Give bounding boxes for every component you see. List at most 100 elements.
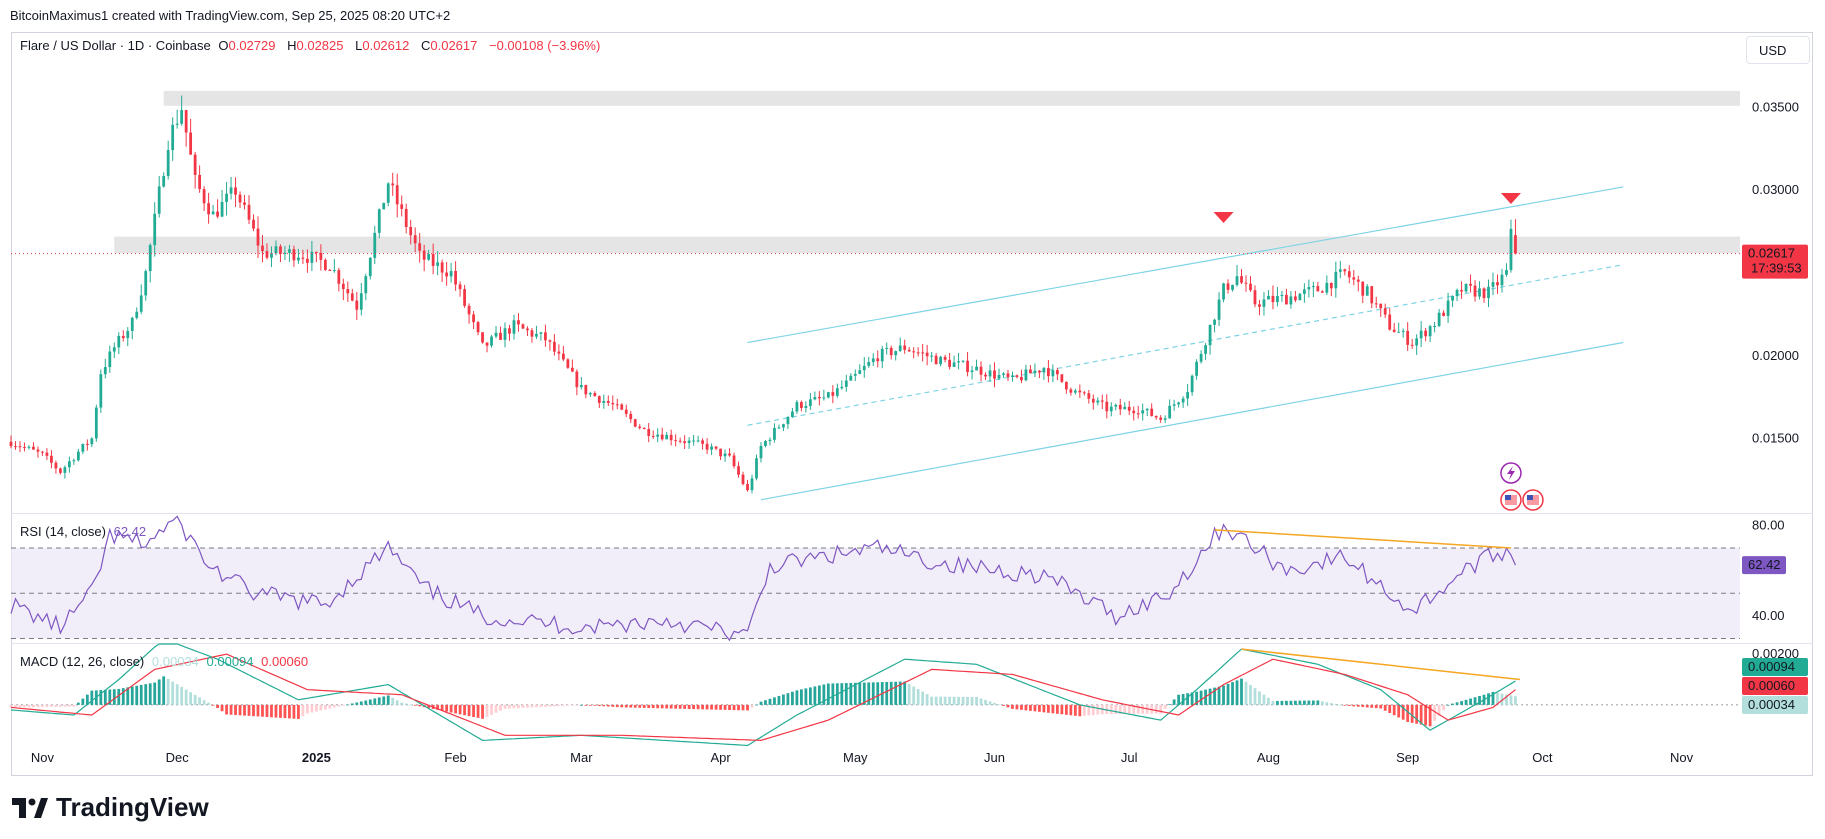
candle-body xyxy=(741,474,745,485)
macd-histogram-group xyxy=(9,676,1517,727)
candle-body xyxy=(1132,410,1136,414)
candle-body xyxy=(692,440,696,442)
high-label: H xyxy=(287,38,297,53)
candle-body xyxy=(99,374,103,408)
candle-body xyxy=(813,397,817,400)
candle-body xyxy=(800,402,803,408)
candle-body xyxy=(880,348,884,362)
candle-body xyxy=(1163,418,1167,420)
macd-histogram-bar xyxy=(921,691,925,705)
macd-histogram-bar xyxy=(1190,692,1194,705)
macd-histogram-bar xyxy=(970,696,974,705)
macd-histogram-bar xyxy=(975,696,978,705)
candle-body xyxy=(1334,271,1338,289)
candle-body xyxy=(1419,330,1423,339)
macd-histogram-bar xyxy=(225,704,228,715)
chart-credit: BitcoinMaximus1 created with TradingView… xyxy=(10,8,451,23)
candle-body xyxy=(526,328,529,331)
candle-body xyxy=(1087,393,1091,399)
candle-body xyxy=(1280,294,1284,297)
macd-histogram-bar xyxy=(1006,704,1010,708)
macd-histogram-bar xyxy=(521,704,525,708)
candle-body xyxy=(1064,381,1068,390)
macd-histogram-bar xyxy=(144,684,148,705)
rsi-title[interactable]: RSI (14, close) xyxy=(20,524,106,539)
candle-body xyxy=(535,333,538,337)
candle-body xyxy=(548,340,552,342)
macd-histogram-bar xyxy=(1289,700,1293,705)
macd-histogram-bar xyxy=(1091,704,1095,716)
candle-body xyxy=(557,351,561,354)
macd-histogram-bar xyxy=(579,704,583,706)
macd-hist-legend-value: 0.00034 xyxy=(151,654,199,669)
macd-histogram-bar xyxy=(620,704,624,708)
macd-title[interactable]: MACD (12, 26, close) xyxy=(20,654,145,669)
signal-value-label: 0.00060 xyxy=(1748,678,1795,693)
macd-histogram-bar xyxy=(85,694,89,705)
candle-body xyxy=(835,388,839,396)
macd-signal-legend-value: 0.00060 xyxy=(261,654,309,669)
candle-body xyxy=(238,194,242,203)
macd-histogram-bar xyxy=(476,704,480,718)
candle-body xyxy=(198,174,202,190)
chart-frame xyxy=(11,32,1813,776)
candle-body xyxy=(862,365,866,371)
macd-histogram-bar xyxy=(386,695,390,705)
candle-body xyxy=(54,462,58,469)
candle-body xyxy=(427,254,431,260)
candle-body xyxy=(1374,303,1378,305)
candle-body xyxy=(1482,288,1486,299)
macd-histogram-bar xyxy=(804,688,808,705)
candle-body xyxy=(373,232,377,258)
candle-body xyxy=(544,332,547,341)
candle-body xyxy=(1100,400,1104,402)
candle-body xyxy=(328,269,332,271)
candle-body xyxy=(157,186,161,214)
macd-histogram-bar xyxy=(961,696,965,705)
candle-body xyxy=(386,183,390,203)
macd-histogram-bar xyxy=(1038,704,1041,712)
candle-body xyxy=(1451,296,1454,301)
candle-body xyxy=(1356,279,1360,282)
candle-body xyxy=(355,300,359,310)
macd-value-label: 0.00094 xyxy=(1748,659,1795,674)
candle-body xyxy=(957,361,960,363)
macd-histogram-bar xyxy=(1406,704,1410,722)
macd-histogram-bar xyxy=(1047,704,1050,713)
candle-body xyxy=(1487,286,1490,299)
candle-body xyxy=(449,271,453,277)
macd-histogram-bar xyxy=(561,704,565,706)
macd-histogram-bar xyxy=(993,702,996,705)
macd-histogram-bar xyxy=(943,696,947,705)
macd-histogram-bar xyxy=(139,684,143,705)
macd-histogram-bar xyxy=(593,704,597,706)
macd-histogram-bar xyxy=(557,704,561,707)
symbol-title[interactable]: Flare / US Dollar · 1D · Coinbase xyxy=(20,38,211,53)
macd-histogram-bar xyxy=(18,704,22,708)
macd-histogram-bar xyxy=(1186,693,1190,705)
candle-body xyxy=(1271,295,1275,303)
macd-histogram-bar xyxy=(602,704,606,707)
candle-body xyxy=(1392,329,1396,332)
histogram-value-label: 0.00034 xyxy=(1748,697,1795,712)
candle-body xyxy=(1159,417,1163,420)
candle-body xyxy=(395,185,399,205)
candle-body xyxy=(844,380,848,387)
macd-histogram-bar xyxy=(117,688,121,705)
price-axis-label: 0.02000 xyxy=(1752,348,1799,363)
macd-histogram-bar xyxy=(548,704,552,707)
candle-body xyxy=(1347,271,1351,278)
candle-body xyxy=(1338,269,1342,272)
macd-histogram-bar xyxy=(948,696,951,705)
candle-body xyxy=(584,385,588,395)
macd-histogram-bar xyxy=(1500,693,1504,705)
macd-histogram-bar xyxy=(934,696,938,705)
candle-body xyxy=(1240,276,1243,283)
currency-button[interactable]: USD xyxy=(1746,36,1810,64)
tradingview-logo[interactable]: TradingView xyxy=(12,792,209,823)
candle-body xyxy=(656,434,660,437)
candle-body xyxy=(400,204,404,209)
macd-histogram-bar xyxy=(184,689,188,705)
macd-histogram-bar xyxy=(270,704,273,718)
